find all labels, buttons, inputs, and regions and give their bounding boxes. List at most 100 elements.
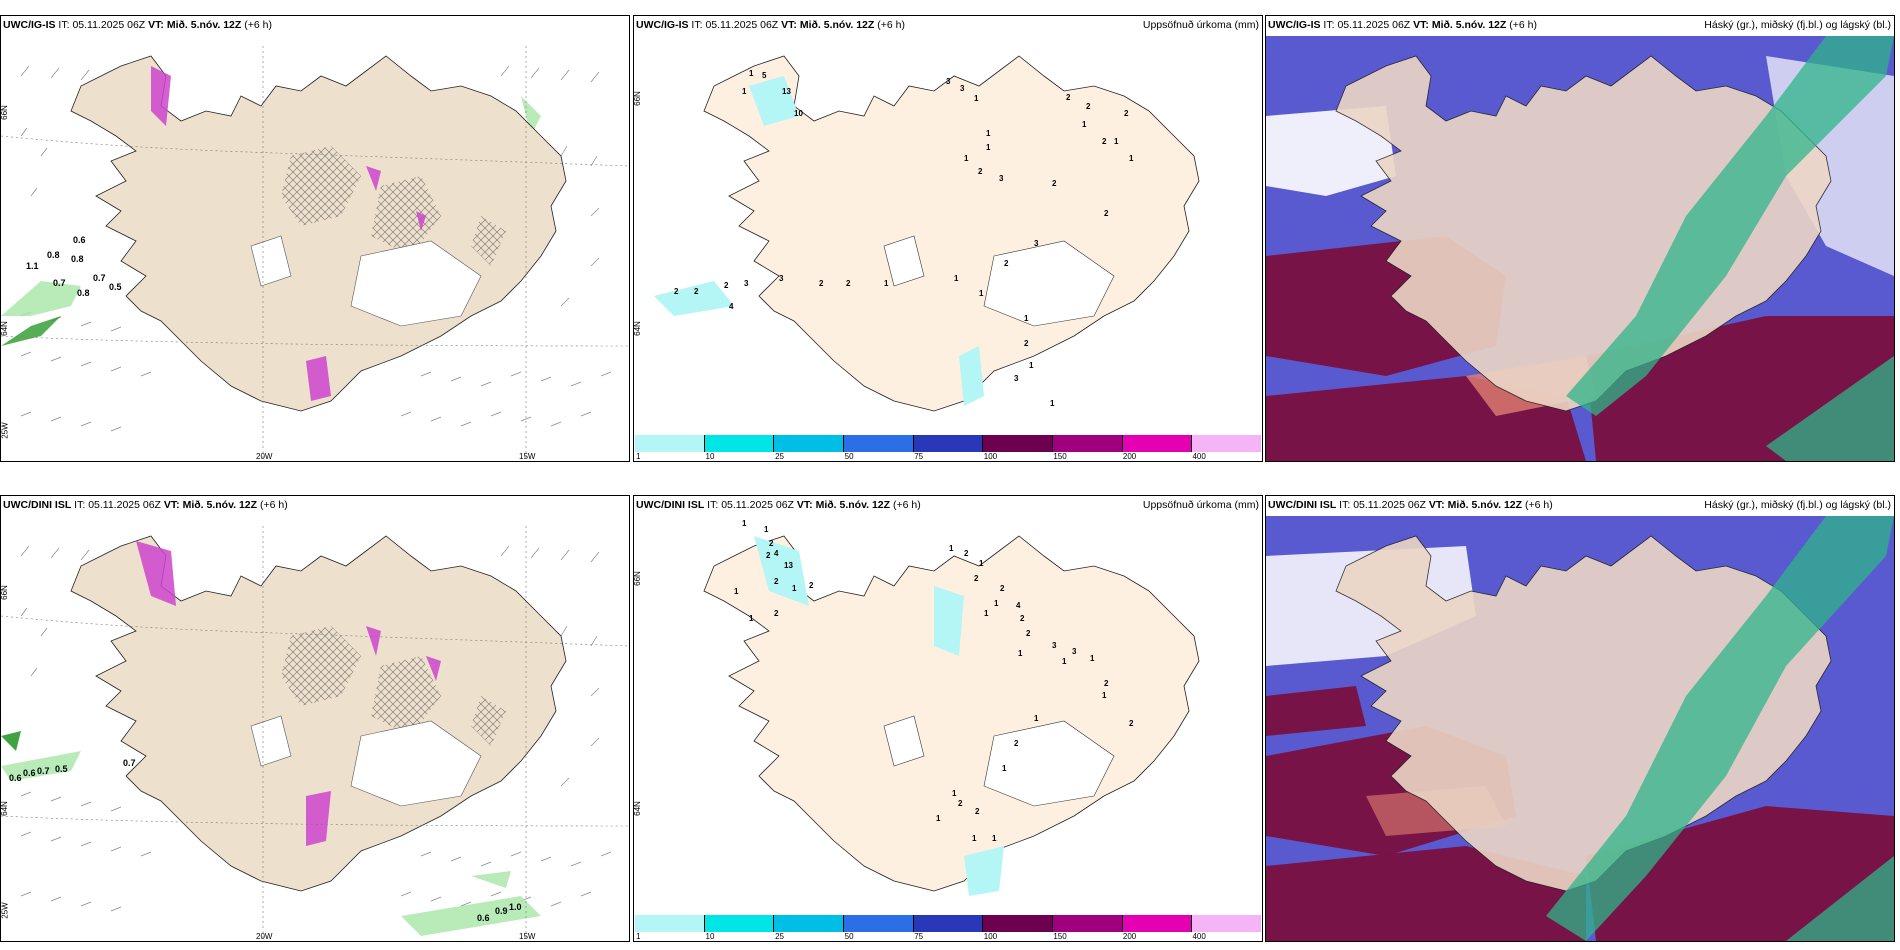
precip-value-label: 1 <box>979 289 984 298</box>
map-panel-wind-dini[interactable]: UWC/DINI ISL IT: 05.11.2025 06Z VT: Mið.… <box>0 495 630 942</box>
precip-value-label: 2 <box>964 549 969 558</box>
colorbar-segment <box>844 435 914 452</box>
wind-map: 0.6 0.8 0.8 1.1 0.7 0.8 0.7 0.5 <box>1 46 629 461</box>
colorbar-segment <box>635 435 705 452</box>
precip-value-label: 1 <box>974 94 979 103</box>
colorbar-segment <box>1122 435 1193 452</box>
map-panel-clouds-ig[interactable]: UWC/IG-IS IT: 05.11.2025 06Z VT: Mið. 5.… <box>1265 15 1895 462</box>
precip-value-label: 2 <box>766 551 771 560</box>
contour-label: 0.7 <box>123 758 136 768</box>
precip-value-label: 1 <box>1018 649 1023 658</box>
precip-value-label: 1 <box>1102 691 1107 700</box>
map-panel-precip-ig[interactable]: UWC/IG-IS IT: 05.11.2025 06Z VT: Mið. 5.… <box>633 15 1263 462</box>
colorbar-segment <box>774 915 845 932</box>
precip-value-label: 1 <box>1062 657 1067 666</box>
colorbar-tick: 10 <box>705 452 715 461</box>
precip-value-label: 2 <box>1129 719 1134 728</box>
colorbar-segment <box>704 435 775 452</box>
precip-value-label: 2 <box>1104 209 1109 218</box>
panel-title: UWC/DINI ISL IT: 05.11.2025 06Z VT: Mið.… <box>636 499 921 511</box>
colorbar-segment <box>1192 435 1262 452</box>
precip-value-label: 2 <box>1086 102 1091 111</box>
colorbar-segment <box>1053 915 1123 932</box>
precip-value-label: 3 <box>1014 374 1019 383</box>
map-panel-wind-ig[interactable]: UWC/IG-IS IT: 05.11.2025 06Z VT: Mið. 5.… <box>0 15 630 462</box>
precip-value-label: 2 <box>774 609 779 618</box>
panel-title: UWC/DINI ISL IT: 05.11.2025 06Z VT: Mið.… <box>3 499 288 511</box>
precip-value-label: 1 <box>1024 314 1029 323</box>
contour-label: 0.6 <box>73 235 86 245</box>
lat-label: 25W <box>0 422 10 439</box>
colorbar-tick: 200 <box>1122 932 1137 941</box>
colorbar-segment <box>635 915 705 932</box>
precip-value-label: 1 <box>1029 361 1034 370</box>
precip-value-label: 3 <box>946 77 951 86</box>
precip-value-label: 3 <box>960 84 965 93</box>
contour-label: 0.7 <box>93 273 106 283</box>
colorbar-segment <box>913 435 984 452</box>
panel-title: UWC/DINI ISL IT: 05.11.2025 06Z VT: Mið.… <box>1268 499 1553 511</box>
precip-value-label: 2 <box>819 279 824 288</box>
precip-value-label: 2 <box>1000 584 1005 593</box>
precip-value-label: 3 <box>999 174 1004 183</box>
contour-label: 0.6 <box>9 773 22 783</box>
precip-value-label: 2 <box>1052 179 1057 188</box>
map-panel-precip-dini[interactable]: UWC/DINI ISL IT: 05.11.2025 06Z VT: Mið.… <box>633 495 1263 942</box>
colorbar-segment <box>1122 915 1193 932</box>
precip-value-label: 1 <box>994 599 999 608</box>
precip-value-label: 1 <box>964 154 969 163</box>
precip-value-label: 3 <box>744 279 749 288</box>
precip-value-label: 10 <box>794 109 803 118</box>
precip-value-label: 3 <box>1034 239 1039 248</box>
precip-value-label: 3 <box>779 274 784 283</box>
colorbar-tick: 25 <box>775 932 785 941</box>
precip-value-label: 2 <box>774 577 779 586</box>
lat-label: 66N <box>633 571 642 586</box>
panel-subtitle: Uppsöfnuð úrkoma (mm) <box>1142 19 1259 31</box>
precip-value-label: 1 <box>792 584 797 593</box>
precip-value-label: 1 <box>986 129 991 138</box>
colorbar-segment <box>983 435 1054 452</box>
colorbar-segment <box>1192 915 1262 932</box>
precip-value-label: 1 <box>742 87 747 96</box>
colorbar-tick: 1 <box>636 932 641 941</box>
precip-value-label: 4 <box>729 302 734 311</box>
lat-label: 25W <box>0 902 10 919</box>
panel-subtitle: Uppsöfnuð úrkoma (mm) <box>1142 499 1259 511</box>
precip-value-label: 1 <box>734 587 739 596</box>
precip-value-label: 2 <box>958 799 963 808</box>
precip-value-label: 1 <box>764 525 769 534</box>
colorbar-tick: 10 <box>705 932 715 941</box>
cloud-map <box>1266 516 1894 941</box>
precip-value-label: 3 <box>1052 641 1057 650</box>
colorbar-ticks: 1 10 25 50 75 100 150 200 400 <box>635 452 1261 461</box>
precip-value-label: 1 <box>1082 120 1087 129</box>
precip-value-label: 1 <box>979 559 984 568</box>
colorbar-ticks: 1 10 25 50 75 100 150 200 400 <box>635 932 1261 941</box>
colorbar-segment <box>844 915 914 932</box>
precip-value-label: 2 <box>1104 679 1109 688</box>
lat-label: 64N <box>633 321 642 336</box>
colorbar-segment <box>774 435 845 452</box>
precip-value-label: 1 <box>884 279 889 288</box>
contour-label: 0.6 <box>23 768 36 778</box>
precip-value-label: 1 <box>1090 654 1095 663</box>
colorbar-segment <box>704 915 775 932</box>
precip-value-label: 2 <box>974 574 979 583</box>
contour-label: 0.7 <box>37 766 50 776</box>
colorbar-tick: 25 <box>775 452 785 461</box>
precip-value-label: 2 <box>975 807 980 816</box>
map-panel-clouds-dini[interactable]: UWC/DINI ISL IT: 05.11.2025 06Z VT: Mið.… <box>1265 495 1895 942</box>
colorbar-tick: 75 <box>914 452 924 461</box>
precip-value-label: 3 <box>1072 647 1077 656</box>
cloud-map <box>1266 36 1894 461</box>
precip-value-label: 1 <box>986 143 991 152</box>
lat-label: 66N <box>0 105 9 120</box>
precip-heavy <box>151 66 171 126</box>
lat-label: 64N <box>633 801 642 816</box>
lon-label: 15W <box>519 932 536 941</box>
precip-value-label: 1 <box>749 614 754 623</box>
